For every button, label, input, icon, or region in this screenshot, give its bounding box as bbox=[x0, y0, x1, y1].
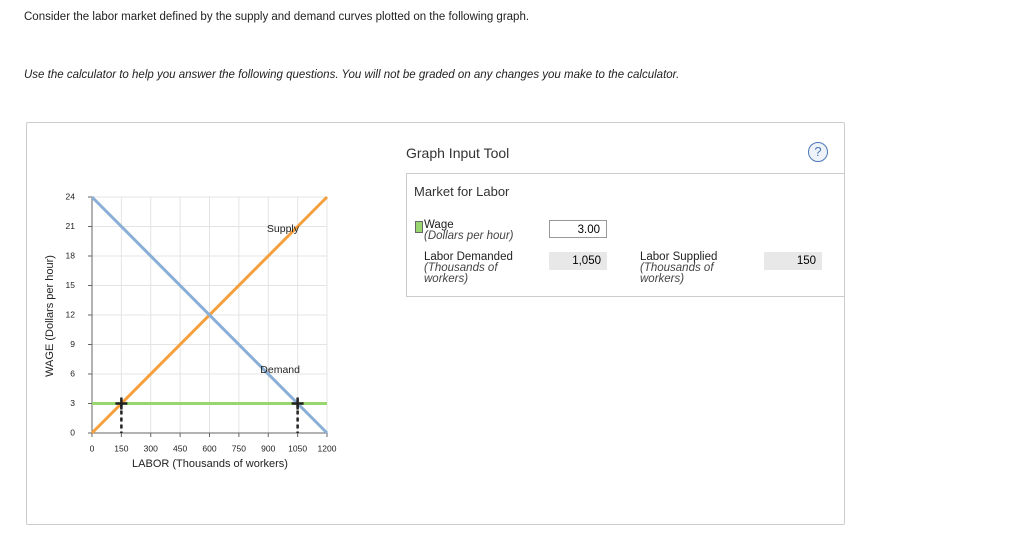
wage-swatch bbox=[415, 221, 423, 233]
x-tick-label: 1200 bbox=[318, 443, 337, 453]
y-tick-label: 3 bbox=[70, 398, 75, 408]
x-tick-label: 600 bbox=[202, 443, 216, 453]
x-tick-label: 450 bbox=[173, 443, 187, 453]
point-marker bbox=[115, 397, 128, 410]
legend-label: Supply bbox=[267, 223, 300, 235]
demanded-value: 1,050 bbox=[549, 252, 607, 270]
demanded-label: Labor Demanded bbox=[424, 251, 513, 263]
instruction: Use the calculator to help you answer th… bbox=[24, 69, 680, 81]
x-tick-label: 0 bbox=[90, 443, 95, 453]
x-tick-label: 150 bbox=[114, 443, 128, 453]
tool-box bbox=[406, 173, 844, 297]
instruction: Consider the labor market defined by the… bbox=[24, 11, 530, 23]
supplied-label: Labor Supplied bbox=[640, 251, 718, 263]
wage-label: Wage bbox=[424, 219, 454, 231]
y-tick-label: 6 bbox=[70, 368, 75, 378]
y-tick-label: 0 bbox=[70, 427, 75, 437]
y-tick-label: 18 bbox=[66, 250, 76, 260]
market-title: Market for Labor bbox=[414, 184, 510, 199]
x-tick-label: 1050 bbox=[288, 443, 307, 453]
x-axis-label: LABOR (Thousands of workers) bbox=[132, 458, 288, 470]
demanded-unit: (Thousands of workers) bbox=[424, 262, 498, 285]
supplied-unit: (Thousands of workers) bbox=[640, 262, 714, 285]
help-button[interactable]: ? bbox=[808, 142, 828, 162]
wage-input[interactable]: 3.00 bbox=[549, 220, 607, 238]
tool-title: Graph Input Tool bbox=[406, 145, 510, 161]
x-tick-label: 750 bbox=[232, 443, 246, 453]
y-tick-label: 21 bbox=[66, 221, 76, 231]
y-tick-label: 12 bbox=[66, 309, 76, 319]
legend-label: Demand bbox=[260, 364, 300, 376]
x-tick-label: 900 bbox=[261, 443, 275, 453]
wage-unit: (Dollars per hour) bbox=[424, 230, 514, 242]
y-tick-label: 9 bbox=[70, 339, 75, 349]
panel bbox=[26, 122, 845, 525]
y-tick-label: 15 bbox=[66, 280, 76, 290]
y-tick-label: 24 bbox=[66, 191, 76, 201]
x-tick-label: 300 bbox=[144, 443, 158, 453]
point-marker bbox=[291, 397, 304, 410]
supplied-value: 150 bbox=[764, 252, 822, 270]
series-line bbox=[90, 195, 329, 435]
y-axis-label: WAGE (Dollars per hour) bbox=[44, 255, 56, 377]
